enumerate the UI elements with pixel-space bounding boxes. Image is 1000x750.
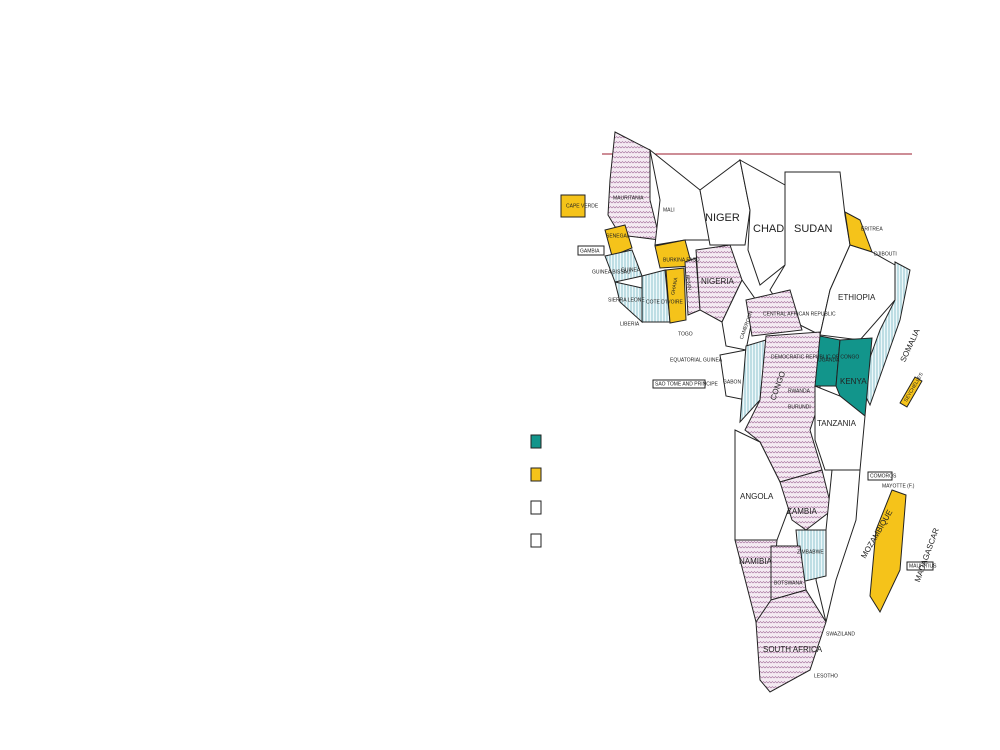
country-label: TANZANIA (817, 419, 857, 428)
country-label: EQUATORIAL GUINEA (670, 357, 723, 363)
sao-tome-box (652, 379, 706, 389)
country-label: GABON (723, 379, 741, 385)
south-africa (755, 589, 827, 693)
senegal (604, 224, 633, 257)
country-label: BENIN (684, 275, 693, 291)
legend-swatch (530, 434, 542, 449)
country-label: NIGER (705, 212, 740, 224)
country-label: CAPE VERDE (566, 203, 599, 209)
country-label: NAMIBIA (739, 557, 773, 566)
legend-swatch (530, 467, 542, 482)
country-label: SOUTH AFRICA (763, 645, 823, 654)
country-label: SEYCHELLES (903, 371, 925, 403)
country-label: MALI (663, 207, 675, 213)
country-label: LIBERIA (620, 321, 640, 327)
country-label: SUDAN (794, 223, 833, 235)
country-label: DJIBOUTI (874, 251, 897, 257)
country-label: CHAD (753, 223, 784, 235)
madagascar (869, 489, 907, 614)
country-label: ANGOLA (740, 492, 774, 501)
country-label: COTE D'IVOIRE (646, 299, 683, 305)
country-label: BURKINA FASO (663, 257, 700, 263)
guinea (604, 249, 643, 283)
gambia-box (577, 245, 605, 256)
country-label: MAYOTTE (F.) (882, 483, 915, 489)
car (745, 289, 803, 337)
country-label: MAURITIUS (909, 563, 937, 569)
country-label: CENTRAL AFRICAN REPUBLIC (763, 311, 836, 317)
country-label: DEMOCRATIC REPUBLIC OF CONGO (771, 354, 859, 360)
country-label: SIERRA LEONE (608, 297, 645, 303)
cote-divoire (641, 269, 671, 323)
niger (699, 159, 751, 246)
country-label: MADAGASCAR (913, 527, 941, 584)
country-label: ETHIOPIA (838, 293, 876, 302)
country-label: ZAMBIA (787, 507, 817, 516)
country-label: ERITREA (861, 226, 883, 232)
legend-swatch (530, 533, 542, 548)
country-label: GUINEA BISSAU (592, 269, 631, 275)
country-label: GUINEA (621, 267, 641, 273)
map (560, 131, 934, 693)
country-label: MAURITANIA (613, 195, 644, 201)
country-label: SAO TOME AND PRINCIPE (655, 381, 719, 387)
legend-swatch (530, 500, 542, 515)
country-label: GAMBIA (580, 248, 600, 254)
country-label: TOGO (678, 331, 693, 337)
country-label: NIGERIA (701, 277, 735, 286)
ghana (665, 267, 687, 324)
zambia (779, 469, 833, 531)
country-label: SWAZILAND (826, 631, 855, 637)
country-label: COMOROS (870, 473, 897, 479)
country-label: BOTSWANA (774, 580, 803, 586)
country-label: SOMALIA (899, 327, 922, 364)
seychelles-box (899, 376, 923, 408)
cape-verde-box (560, 194, 586, 218)
mauritania (607, 131, 661, 241)
mauritius-box (906, 561, 934, 571)
country-label: GHANA (670, 276, 679, 295)
legend (530, 434, 542, 548)
country-label: BURUNDI (788, 404, 811, 410)
comoros-box (867, 471, 893, 481)
country-label: RWANDA (788, 388, 811, 394)
country-label: LESOTHO (814, 673, 838, 679)
country-label: KENYA (840, 377, 867, 386)
country-label: SENEGAL (606, 233, 630, 239)
country-label: ZIMBABWE (797, 549, 824, 555)
country-label: UGANDA (818, 357, 840, 363)
